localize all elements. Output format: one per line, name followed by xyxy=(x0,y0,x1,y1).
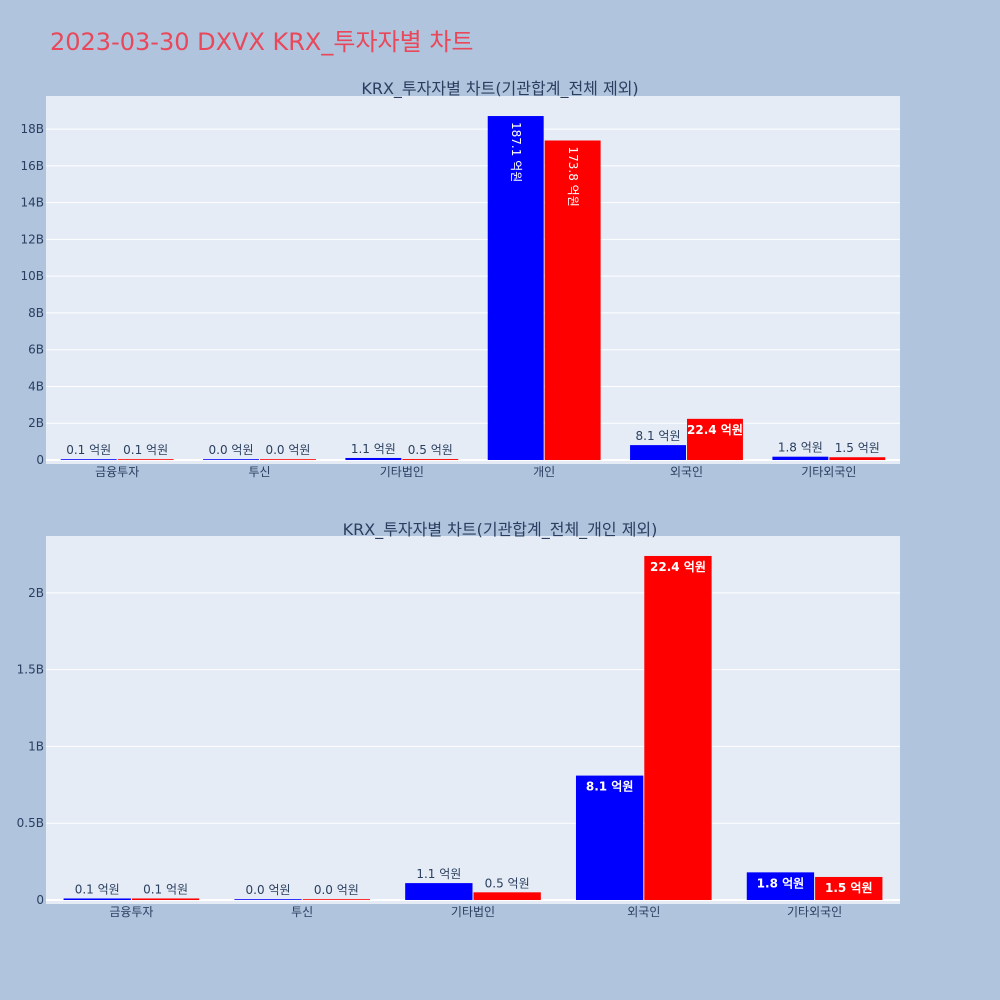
data-label: 1.8 억원 xyxy=(778,441,823,455)
x-tick-label: 기타외국인 xyxy=(801,465,856,479)
y-tick-label: 0 xyxy=(36,893,44,907)
x-tick-label: 투신 xyxy=(291,905,313,919)
data-label: 187.1 억원 xyxy=(509,122,523,182)
data-label: 0.0 억원 xyxy=(246,883,291,897)
x-tick-label: 외국인 xyxy=(670,465,703,479)
bar-a xyxy=(746,872,815,900)
plot-area-top xyxy=(46,96,900,464)
data-label: 1.8 억원 xyxy=(757,876,805,890)
y-tick-label: 16B xyxy=(20,159,44,173)
chart-bottom: KRX_투자자별 차트(기관합계_전체_개인 제외) 0.1 억원 0.1 억원 0… xyxy=(17,520,900,919)
bar-b xyxy=(815,876,883,900)
y-tick-label: 18B xyxy=(20,122,44,136)
bar-a xyxy=(575,775,644,900)
bar-a xyxy=(234,899,302,900)
y-tick-label: 2B xyxy=(28,586,44,600)
bar-a xyxy=(772,456,829,460)
data-label: 0.1 억원 xyxy=(75,882,120,896)
bar-b xyxy=(402,459,459,460)
x-tick-label: 금융투자 xyxy=(109,905,153,919)
data-label: 8.1 억원 xyxy=(636,429,681,443)
chart-top: KRX_투자자별 차트(기관합계_전체 제외) 0.1 억원 0.1 억원 0.0 … xyxy=(20,79,900,479)
bar-b xyxy=(473,892,541,900)
bar-a xyxy=(487,116,544,460)
chart-title-bottom: KRX_투자자별 차트(기관합계_전체_개인 제외) xyxy=(343,520,658,540)
x-tick-label: 기타법인 xyxy=(451,905,495,919)
data-label: 1.5 억원 xyxy=(825,881,873,895)
bar-b xyxy=(302,899,371,900)
y-tick-label: 1B xyxy=(28,739,44,753)
x-tick-label: 개인 xyxy=(533,465,555,479)
y-tick-label: 8B xyxy=(28,306,44,320)
y-tick-label: 4B xyxy=(28,379,44,393)
bar-a xyxy=(345,457,402,460)
data-label: 0.1 억원 xyxy=(123,443,168,457)
data-label: 0.0 억원 xyxy=(209,443,254,457)
bar-b xyxy=(544,140,601,460)
bar-a xyxy=(405,883,473,900)
bar-a xyxy=(203,459,259,460)
data-label: 8.1 억원 xyxy=(586,780,634,794)
data-label: 0.5 억원 xyxy=(408,443,453,457)
x-tick-label: 금융투자 xyxy=(95,465,139,479)
data-label: 22.4 억원 xyxy=(650,560,706,574)
y-tick-label: 12B xyxy=(20,232,44,246)
bar-b xyxy=(829,457,886,460)
plot-area-bottom xyxy=(46,536,900,904)
x-tick-label: 기타외국인 xyxy=(787,905,842,919)
bar-a xyxy=(630,445,686,460)
y-tick-label: 10B xyxy=(20,269,44,283)
y-tick-label: 14B xyxy=(20,196,44,210)
bar-b xyxy=(687,418,743,460)
bar-b xyxy=(131,898,200,900)
data-label: 1.5 억원 xyxy=(835,441,880,455)
y-tick-label: 0 xyxy=(36,453,44,467)
y-tick-label: 2B xyxy=(28,416,44,430)
data-label: 173.8 억원 xyxy=(566,146,580,206)
x-tick-label: 외국인 xyxy=(627,905,660,919)
data-label: 0.1 억원 xyxy=(143,882,188,896)
data-label: 0.5 억원 xyxy=(485,876,530,890)
data-label: 0.0 억원 xyxy=(314,883,359,897)
data-label: 0.1 억원 xyxy=(66,443,111,457)
data-label: 1.1 억원 xyxy=(351,442,396,456)
page-title: 2023-03-30 DXVX KRX_투자자별 차트 xyxy=(50,28,474,56)
chart-title-top: KRX_투자자별 차트(기관합계_전체 제외) xyxy=(361,79,638,99)
x-tick-label: 기타법인 xyxy=(380,465,424,479)
x-tick-label: 투신 xyxy=(248,465,270,479)
data-label: 0.0 억원 xyxy=(265,443,310,457)
bar-b xyxy=(644,555,712,900)
bar-b xyxy=(260,459,316,460)
y-tick-label: 1.5B xyxy=(17,663,44,677)
data-label: 1.1 억원 xyxy=(416,867,461,881)
data-label: 22.4 억원 xyxy=(687,423,743,437)
bar-a xyxy=(60,459,117,460)
bar-b xyxy=(117,459,174,460)
y-tick-label: 0.5B xyxy=(17,816,44,830)
y-tick-label: 6B xyxy=(28,343,44,357)
bar-a xyxy=(63,898,131,900)
